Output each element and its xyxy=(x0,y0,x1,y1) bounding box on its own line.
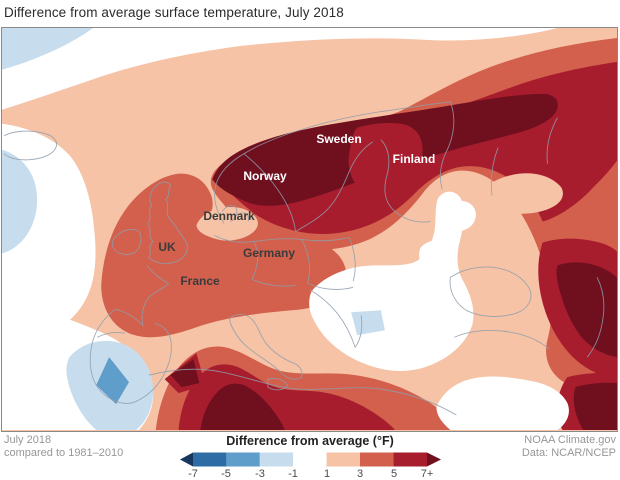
legend-tick: -3 xyxy=(255,468,265,480)
colorbar-seg-0 xyxy=(193,452,227,467)
colorbar-seg-2 xyxy=(259,452,294,467)
coast-great-britain xyxy=(147,181,188,264)
colorbar-arrow-right xyxy=(427,452,441,467)
region-mediumblue-portugal xyxy=(96,357,129,405)
region-white-west-black-sea xyxy=(417,239,455,335)
anomaly-map-svg xyxy=(2,28,617,431)
region-salmon-northeast-pocket xyxy=(480,173,563,214)
region-maroon-africa-core xyxy=(200,383,285,431)
coast-black-sea xyxy=(449,266,532,317)
region-red-west-europe xyxy=(101,173,347,338)
footer-source: NOAA Climate.gov xyxy=(524,434,616,446)
border-finland-russia xyxy=(439,101,455,190)
region-maroon-bottom-right xyxy=(573,382,617,431)
legend-tick: -5 xyxy=(221,468,231,480)
legend-colorbar xyxy=(180,452,441,467)
coast-white-sea xyxy=(490,117,558,196)
coast-ireland xyxy=(111,228,142,255)
footer-period-line2: compared to 1981–2010 xyxy=(4,447,124,459)
legend-tick: 7+ xyxy=(420,468,434,480)
colorbar-seg-1 xyxy=(226,452,260,467)
legend-tick: 3 xyxy=(356,468,364,480)
legend-tick: 1 xyxy=(323,468,331,480)
footer-period: July 2018 compared to 1981–2010 xyxy=(4,434,123,460)
coast-north-africa xyxy=(148,368,457,416)
colorbar-seg-4 xyxy=(326,452,360,467)
colorbar-seg-5 xyxy=(360,452,394,467)
coast-north-continental xyxy=(214,235,350,243)
legend-tick: -7 xyxy=(188,468,198,480)
border-norway-sweden xyxy=(243,153,297,232)
footer-credits: NOAA Climate.gov Data: NCAR/NCEP xyxy=(522,434,616,460)
legend-colorbar-svg xyxy=(180,452,441,467)
coast-iceland xyxy=(3,130,58,161)
region-maroon-spain-patch xyxy=(170,359,200,388)
colorbar-arrow-left xyxy=(180,452,193,467)
colorbar-seg-3 xyxy=(293,452,327,467)
page-title: Difference from average surface temperat… xyxy=(4,5,344,20)
region-salmon-denmark-pocket xyxy=(196,207,258,241)
coastlines xyxy=(3,101,605,416)
coast-adriatic xyxy=(309,288,363,349)
region-white-north-band xyxy=(2,28,558,110)
coast-denmark xyxy=(221,205,249,222)
region-blue-balkans xyxy=(351,310,385,336)
region-blue-top-left xyxy=(2,28,94,70)
coast-iberia xyxy=(89,308,172,404)
region-darkred-bothnia-patch xyxy=(348,122,423,195)
legend-ticks: -7 -5 -3 -1 1 3 5 7+ xyxy=(180,468,441,480)
region-white-middle-east xyxy=(436,376,569,431)
region-maroon-caspian-core xyxy=(556,262,617,358)
legend-tick: -1 xyxy=(288,468,298,480)
coast-norway xyxy=(214,101,451,224)
colorbar-seg-6 xyxy=(393,452,427,467)
anomaly-map: Sweden Finland Norway Denmark UK Germany… xyxy=(1,27,618,432)
legend-title: Difference from average (°F) xyxy=(226,434,394,448)
legend-tick: 5 xyxy=(390,468,398,480)
region-blue-iceland-south xyxy=(2,149,38,254)
borders-central-europe xyxy=(251,237,550,350)
coast-italy xyxy=(229,314,303,391)
coast-baltic-west xyxy=(295,141,374,232)
footer-period-line1: July 2018 xyxy=(4,434,52,446)
coast-finland xyxy=(380,139,431,223)
coast-france xyxy=(114,265,170,327)
coast-caspian xyxy=(586,277,605,358)
footer-data-source: Data: NCAR/NCEP xyxy=(521,447,616,459)
